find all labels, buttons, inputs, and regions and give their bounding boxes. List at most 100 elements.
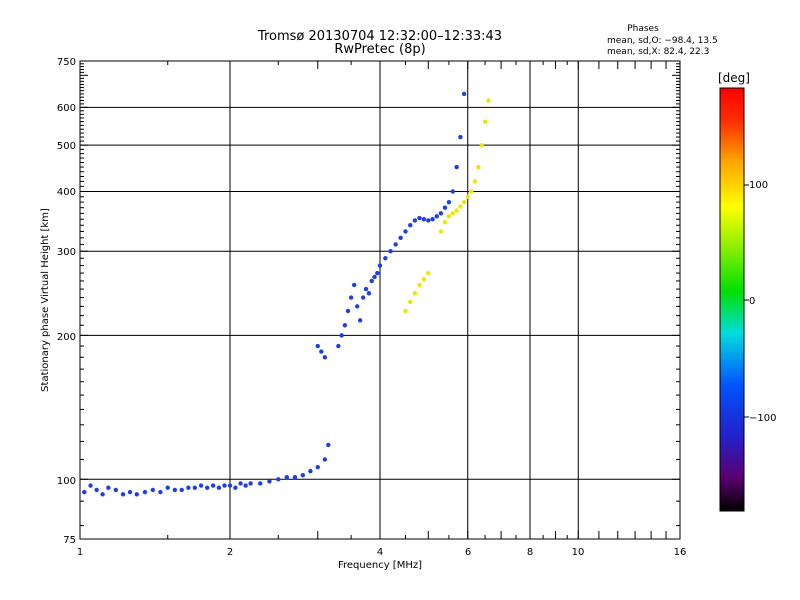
data-point-o [100, 492, 105, 497]
data-point-o [354, 304, 360, 309]
data-point-o [434, 214, 439, 219]
data-point-x [403, 308, 408, 314]
data-point-o [339, 333, 344, 338]
colorbar-tick-label: 0 [749, 296, 755, 307]
data-point-o [120, 492, 126, 497]
x-tick-label: 16 [674, 547, 687, 558]
data-point-x [454, 208, 459, 213]
data-point-o [438, 211, 444, 216]
data-point-o [82, 489, 87, 495]
data-point-o [172, 487, 178, 493]
data-point-o [348, 295, 354, 300]
x-tick-marks [79, 61, 681, 539]
data-point-o [238, 481, 243, 486]
data-point-o [426, 218, 431, 223]
data-point-x [479, 142, 484, 148]
data-point-o [198, 483, 204, 488]
y-tick-label: 75 [63, 535, 76, 546]
x-axis-label: Frequency [MHz] [338, 560, 422, 571]
x-tick-labels: 1 2 4 6 8 10 16 [77, 547, 687, 558]
data-point-o [192, 485, 198, 490]
data-point-x [412, 291, 418, 296]
colorbar-label: [deg] [718, 71, 750, 85]
data-point-o [322, 457, 328, 462]
data-point-o [377, 263, 383, 268]
data-point-o [276, 477, 281, 482]
data-point-o [319, 349, 324, 354]
colorbar-gradient [719, 87, 745, 512]
x-tick-label: 2 [227, 547, 233, 558]
data-point-x [461, 199, 467, 205]
x-tick-label: 10 [572, 547, 585, 558]
data-point-o [372, 274, 377, 280]
data-point-o [326, 442, 331, 448]
y-tick-label: 100 [57, 476, 76, 487]
data-point-o [369, 278, 374, 284]
data-point-o [186, 485, 191, 490]
chart-title: Tromsø 20130704 12:32:00–12:33:43 [257, 29, 502, 44]
data-point-o [127, 489, 133, 495]
data-point-o [403, 229, 408, 234]
data-point-o [179, 487, 184, 493]
y-axis-label: Stationary phase Virtual Height [km] [40, 208, 51, 392]
data-point-o [393, 242, 398, 247]
data-point-o [421, 217, 427, 222]
data-point-o [454, 164, 459, 170]
data-point-x [458, 204, 463, 209]
data-point-o [442, 205, 448, 210]
data-point-o [216, 485, 222, 490]
chart-subtitle: RwPretec (8p) [334, 42, 425, 57]
data-point-o [292, 475, 298, 480]
y-tick-marks [80, 60, 680, 527]
data-point-o [357, 318, 363, 323]
data-point-o [430, 217, 435, 222]
data-point-x [469, 189, 474, 194]
data-point-o [450, 189, 456, 194]
data-point-o [345, 308, 351, 314]
y-tick-label: 400 [57, 187, 76, 198]
data-point-x [482, 119, 488, 124]
y-tick-label: 200 [57, 332, 76, 343]
data-point-o [315, 464, 320, 470]
data-point-o [227, 483, 233, 488]
data-point-o [461, 91, 467, 97]
data-point-x [486, 98, 491, 103]
data-point-x [472, 179, 478, 184]
phases-x-line: mean, sd,X: 82.4, 22.3 [607, 47, 709, 57]
data-point-o [366, 291, 372, 296]
data-point-x [408, 299, 413, 305]
data-point-x [438, 229, 444, 234]
data-point-o [375, 270, 380, 276]
data-point-o [88, 483, 93, 488]
phases-title: Phases [627, 24, 659, 34]
data-point-o [243, 483, 248, 488]
data-point-o [408, 223, 413, 228]
data-point-o [113, 487, 119, 493]
data-point-x [417, 282, 422, 288]
data-point-o [284, 475, 289, 480]
data-point-x [446, 214, 452, 219]
data-point-o [351, 282, 357, 288]
y-tick-label: 750 [57, 57, 76, 68]
data-point-o [398, 235, 403, 241]
data-point-o [94, 487, 99, 493]
data-point-o [342, 323, 348, 328]
data-point-o [336, 343, 341, 349]
data-point-o [267, 479, 272, 484]
data-point-x [465, 194, 470, 199]
grid-lines [80, 61, 680, 539]
data-point-o [315, 343, 320, 349]
data-point-o [258, 481, 263, 486]
data-points [82, 91, 491, 497]
y-tick-labels: 75 100 200 300 400 500 600 750 [57, 57, 76, 546]
data-point-o [106, 485, 111, 490]
data-point-o [388, 249, 393, 254]
colorbar: [deg] 100 0 −100 [718, 71, 776, 512]
data-point-o [165, 485, 170, 490]
x-tick-label: 4 [377, 547, 383, 558]
data-point-o [150, 487, 156, 493]
data-point-x [426, 270, 431, 276]
data-point-x [450, 211, 456, 216]
colorbar-tick-label: −100 [749, 413, 776, 424]
